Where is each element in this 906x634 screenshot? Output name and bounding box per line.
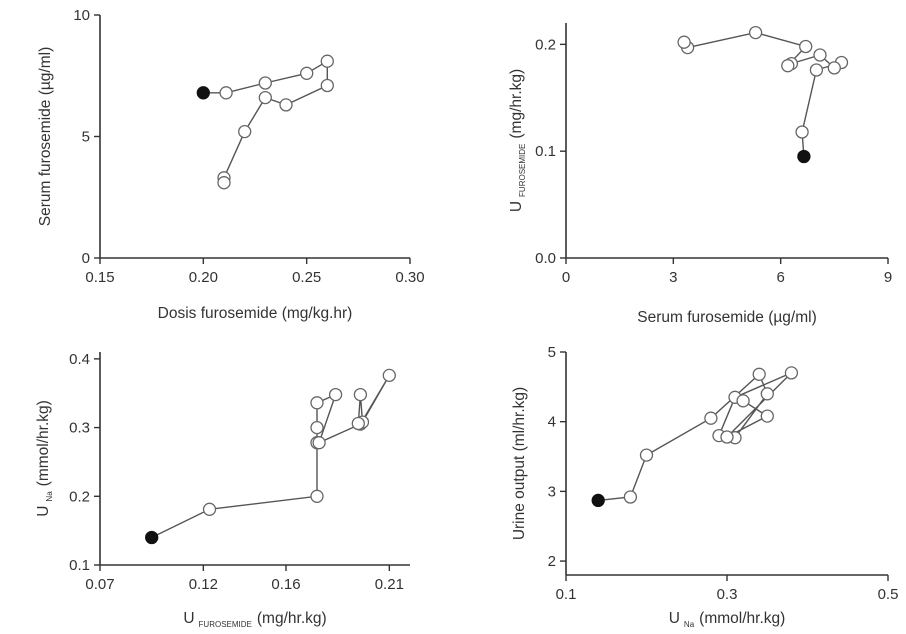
x-tick-label: 0.12 (189, 576, 218, 593)
data-point-start (196, 86, 210, 100)
data-point (217, 176, 231, 190)
y-tick-label: 5 (82, 129, 90, 146)
y-tick-label: 0.2 (69, 488, 90, 505)
data-point (320, 78, 334, 93)
data-point (799, 39, 813, 54)
data-point (279, 98, 293, 112)
y-axis-label: UFUROSEMIDE(mg/hr.kg) (508, 69, 527, 212)
x-tick-label: 0.5 (878, 586, 899, 603)
series-line (151, 375, 390, 539)
data-point (328, 387, 343, 402)
x-axis-label: U FUROSEMIDE (mg/hr.kg) (183, 610, 326, 629)
x-tick-label: 6 (776, 269, 784, 286)
y-axis-label: Serum furosemide (µg/ml) (37, 47, 54, 226)
data-point-start (591, 493, 605, 508)
y-tick-label: 0.3 (69, 420, 90, 437)
data-point (677, 35, 691, 49)
x-axis-label: U Na (mmol/hr.kg) (669, 610, 786, 629)
y-tick-label: 0.1 (69, 557, 90, 574)
data-point (781, 59, 795, 73)
y-axis-label: UNa(mmol/hr.kg) (35, 400, 54, 517)
y-tick-label: 4 (548, 414, 556, 431)
x-tick-label: 0.20 (189, 269, 218, 286)
y-tick-label: 0.4 (69, 351, 90, 368)
x-axis-label: Serum furosemide (µg/ml) (637, 309, 816, 326)
y-tick-label: 5 (548, 344, 556, 361)
data-point (827, 61, 841, 75)
data-point (760, 409, 774, 423)
x-tick-label: 0.15 (85, 269, 114, 286)
x-tick-label: 0.25 (292, 269, 321, 286)
panel-una-vs-ufurosemide: 0.07 0.12 0.16 0.21 0.1 0.2 0.3 0.4 U FUROSEMIDE(… (35, 351, 410, 629)
data-point-start (145, 530, 159, 545)
data-point (202, 502, 217, 516)
data-point (258, 76, 272, 90)
x-tick-label: 3 (669, 269, 677, 286)
y-axis-label: Urine output (ml/hr.kg) (511, 387, 528, 540)
panel-urine-output-vs-una: 0.1 0.3 0.5 2 3 4 5 U Na (mmol/hr.kg) Urine output… (511, 344, 898, 629)
panel-serum-vs-dosis: 0.15 0.20 0.25 0.30 0 5 10 Dosis furosemide (mg… (37, 7, 425, 322)
y-tick-label: 0.2 (535, 36, 556, 53)
data-point (310, 420, 324, 435)
data-point (219, 86, 233, 100)
data-point (809, 63, 824, 77)
data-point (784, 366, 799, 380)
data-point (310, 489, 324, 503)
data-point (310, 396, 324, 410)
data-point (320, 54, 334, 68)
y-tick-label: 2 (548, 553, 556, 570)
series-line (683, 31, 842, 157)
x-tick-label: 0.30 (395, 269, 424, 286)
data-point (258, 90, 272, 105)
y-tick-label: 10 (73, 7, 90, 24)
x-tick-label: 0 (562, 269, 570, 286)
panel-ufurosemide-vs-serum: 0 3 6 9 0.0 0.1 0.2 Serum furosemide (µg/ml) UFU… (508, 23, 892, 326)
y-tick-label: 0.1 (535, 143, 556, 160)
data-point (312, 436, 326, 450)
data-point (748, 25, 763, 40)
data-point (760, 387, 774, 401)
data-point (623, 490, 638, 504)
x-tick-label: 9 (884, 269, 892, 286)
data-point (382, 368, 396, 383)
data-point (353, 387, 368, 402)
x-axis-label: Dosis furosemide (mg/kg.hr) (158, 305, 353, 322)
x-tick-label: 0.21 (375, 576, 404, 593)
data-point (795, 125, 809, 139)
data-point (752, 367, 766, 381)
y-tick-label: 0.0 (535, 250, 556, 267)
x-tick-label: 0.1 (556, 586, 577, 603)
data-point (704, 411, 718, 425)
x-tick-label: 0.3 (717, 586, 738, 603)
x-tick-label: 0.07 (85, 576, 114, 593)
data-point-start (797, 149, 811, 164)
data-point (720, 430, 734, 444)
x-tick-label: 0.16 (271, 576, 300, 593)
data-point (736, 394, 750, 408)
data-point (639, 448, 654, 462)
y-tick-label: 3 (548, 483, 556, 500)
data-point (351, 416, 365, 431)
data-point (813, 48, 827, 62)
y-tick-label: 0 (82, 250, 90, 267)
data-point (238, 124, 252, 139)
data-point (300, 66, 314, 80)
